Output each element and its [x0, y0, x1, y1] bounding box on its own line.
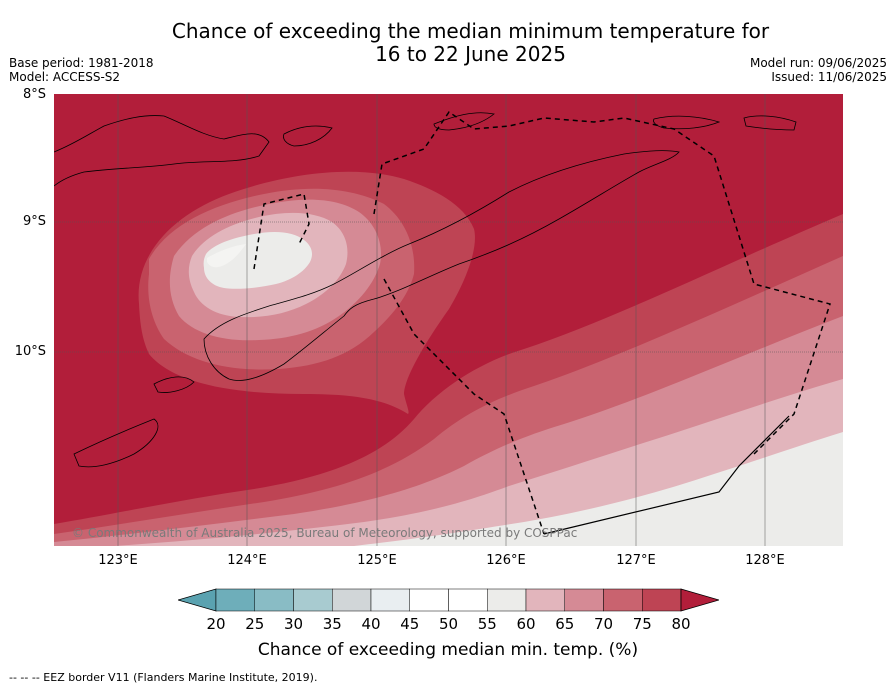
- coastline-tanimbar: [743, 115, 797, 131]
- eez-border: [253, 110, 831, 535]
- lat-label-9s: 9°S: [22, 214, 46, 229]
- colorbar-tick-25: 25: [245, 615, 265, 633]
- eez-solid-border: [543, 415, 790, 535]
- copyright-notice: © Commonwealth of Australia 2025, Bureau…: [72, 526, 578, 540]
- contour-55-60-south: [354, 432, 843, 546]
- colorbar-tick-60: 60: [516, 615, 536, 633]
- lon-label-123e: 123°E: [98, 553, 138, 568]
- colorbar-segment-35-40: [332, 588, 372, 612]
- colorbar-extend-high: [680, 588, 721, 612]
- contour-55-60-north: [203, 232, 312, 289]
- coastline-rote: [153, 376, 195, 393]
- meta-left: Base period: 1981-2018 Model: ACCESS-S2: [9, 56, 154, 84]
- colorbar-tick-75: 75: [632, 615, 652, 633]
- colorbar-tick-80: 80: [671, 615, 691, 633]
- lon-label-125e: 125°E: [357, 553, 397, 568]
- lat-label-10s: 10°S: [14, 344, 46, 359]
- meta-right: Model run: 09/06/2025 Issued: 11/06/2025: [750, 56, 887, 84]
- colorbar-tick-20: 20: [206, 615, 226, 633]
- map-panel: [54, 94, 843, 546]
- title-line-1: Chance of exceeding the median minimum t…: [171, 19, 770, 43]
- colorbar-segment-45-50: [409, 588, 449, 612]
- coastline-timor: [203, 150, 680, 381]
- colorbar-segment-70-75: [603, 588, 643, 612]
- model-run: Model run: 09/06/2025: [749, 56, 887, 70]
- colorbar-tick-50: 50: [438, 615, 459, 633]
- colorbar-tick-55: 55: [477, 615, 497, 633]
- coastline-sumba: [73, 418, 159, 468]
- colorbar-segment-50-55: [448, 588, 488, 612]
- gridlines: [54, 94, 843, 546]
- contour-50-55-north: [207, 244, 246, 268]
- coastline-alor: [283, 125, 333, 147]
- colorbar-extend-low: [176, 588, 217, 612]
- lon-label-127e: 127°E: [616, 553, 656, 568]
- lon-label-124e: 124°E: [227, 553, 267, 568]
- model-name: Model: ACCESS-S2: [9, 70, 121, 84]
- lon-label-126e: 126°E: [486, 553, 526, 568]
- chart-title: Chance of exceeding the median minimum t…: [0, 20, 896, 66]
- colorbar-segment-20-25: [215, 588, 255, 612]
- colorbar-graphic: [176, 588, 721, 612]
- colorbar-segment-40-45: [370, 588, 410, 612]
- probability-map: [54, 94, 843, 546]
- title-line-2: 16 to 22 June 2025: [375, 42, 566, 66]
- issued-date: Issued: 11/06/2025: [771, 70, 887, 84]
- coastline-east-islands: [653, 115, 721, 130]
- colorbar-tick-65: 65: [555, 615, 575, 633]
- colorbar-segment-25-30: [254, 588, 294, 612]
- base-period: Base period: 1981-2018: [9, 56, 154, 70]
- colorbar-segment-75-80: [642, 588, 682, 612]
- coastline-flores: [54, 115, 270, 187]
- colorbar-tick-40: 40: [361, 615, 381, 633]
- coastlines: [54, 112, 797, 468]
- colorbar: [176, 588, 721, 616]
- lat-label-8s: 8°S: [22, 87, 46, 102]
- footer-note: -- -- -- EEZ border V11 (Flanders Marine…: [9, 671, 318, 684]
- lon-label-128e: 128°E: [745, 553, 785, 568]
- colorbar-tick-30: 30: [283, 615, 304, 633]
- colorbar-tick-35: 35: [322, 615, 342, 633]
- colorbar-label: Chance of exceeding median min. temp. (%…: [257, 640, 639, 660]
- colorbar-segment-30-35: [293, 588, 333, 612]
- colorbar-tick-70: 70: [593, 615, 614, 633]
- colorbar-segment-60-65: [525, 588, 565, 612]
- colorbar-segment-55-60: [487, 588, 527, 612]
- colorbar-segment-65-70: [564, 588, 604, 612]
- colorbar-tick-45: 45: [400, 615, 420, 633]
